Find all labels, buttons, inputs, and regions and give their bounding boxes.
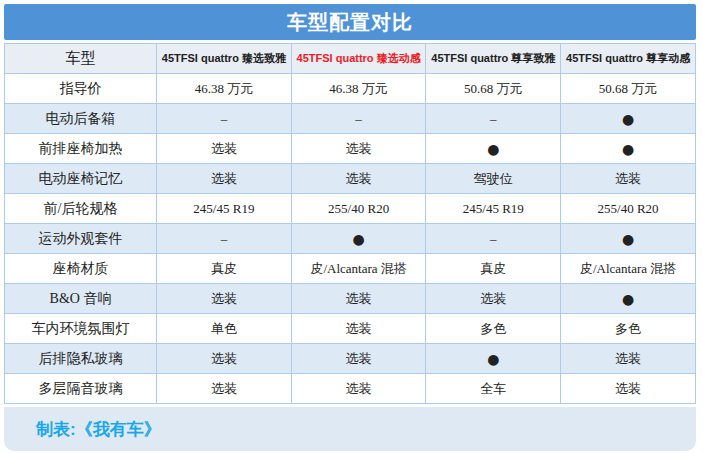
table-cell: 255/40 R20 <box>291 194 426 224</box>
footer-credit: 制表:《我有车》 <box>36 418 161 441</box>
table-cell: 选装 <box>291 134 426 164</box>
table-cell: ● <box>561 284 696 314</box>
table-row: B&O 音响选装选装选装● <box>5 284 696 314</box>
table-cell: – <box>426 224 561 254</box>
trim-column-header: 45TFSI quattro 尊享动感 <box>561 44 696 74</box>
table-cell: 245/45 R19 <box>426 194 561 224</box>
row-label: B&O 音响 <box>5 284 157 314</box>
table-cell: 选装 <box>561 344 696 374</box>
table-cell: 驾驶位 <box>426 164 561 194</box>
table-cell: 选装 <box>291 344 426 374</box>
table-cell: – <box>426 104 561 134</box>
table-row: 运动外观套件–●–● <box>5 224 696 254</box>
table-row: 多层隔音玻璃选装选装全车选装 <box>5 374 696 404</box>
table-cell: 选装 <box>157 284 292 314</box>
table-cell: 选装 <box>157 164 292 194</box>
table-cell: – <box>157 104 292 134</box>
table-cell: 46.38 万元 <box>157 74 292 104</box>
table-cell: 50.68 万元 <box>561 74 696 104</box>
row-label: 座椅材质 <box>5 254 157 284</box>
table-cell: ● <box>561 134 696 164</box>
table-cell: 单色 <box>157 314 292 344</box>
table-cell: 选装 <box>561 374 696 404</box>
table-row: 前/后轮规格245/45 R19255/40 R20245/45 R19255/… <box>5 194 696 224</box>
table-row: 电动后备箱–––● <box>5 104 696 134</box>
table-footer: 制表:《我有车》 <box>4 407 696 451</box>
table-title: 车型配置对比 <box>4 4 696 40</box>
trim-column-header: 45TFSI quattro 臻选动感 <box>291 44 426 74</box>
table-row: 电动座椅记忆选装选装驾驶位选装 <box>5 164 696 194</box>
table-cell: ● <box>426 134 561 164</box>
row-label: 运动外观套件 <box>5 224 157 254</box>
table-cell: 255/40 R20 <box>561 194 696 224</box>
table-cell: 选装 <box>291 314 426 344</box>
table-cell: – <box>157 224 292 254</box>
table-row: 指导价46.38 万元46.38 万元50.68 万元50.68 万元 <box>5 74 696 104</box>
row-label: 车内环境氛围灯 <box>5 314 157 344</box>
table-row: 座椅材质真皮皮/Alcantara 混搭真皮皮/Alcantara 混搭 <box>5 254 696 284</box>
table-cell: 245/45 R19 <box>157 194 292 224</box>
row-label: 指导价 <box>5 74 157 104</box>
table-cell: 真皮 <box>426 254 561 284</box>
table-cell: 46.38 万元 <box>291 74 426 104</box>
table-cell: ● <box>561 224 696 254</box>
table-cell: 多色 <box>426 314 561 344</box>
comparison-card: 车型配置对比 车型45TFSI quattro 臻选致雅45TFSI quatt… <box>4 4 696 451</box>
table-cell: ● <box>291 224 426 254</box>
table-row: 前排座椅加热选装选装●● <box>5 134 696 164</box>
row-label: 后排隐私玻璃 <box>5 344 157 374</box>
table-cell: ● <box>426 344 561 374</box>
column-header-row: 车型45TFSI quattro 臻选致雅45TFSI quattro 臻选动感… <box>5 44 696 74</box>
row-label: 前/后轮规格 <box>5 194 157 224</box>
row-label: 电动后备箱 <box>5 104 157 134</box>
table-cell: 选装 <box>291 374 426 404</box>
table-cell: 选装 <box>157 344 292 374</box>
row-label: 电动座椅记忆 <box>5 164 157 194</box>
table-cell: 50.68 万元 <box>426 74 561 104</box>
table-cell: 全车 <box>426 374 561 404</box>
trim-column-header: 45TFSI quattro 尊享致雅 <box>426 44 561 74</box>
table-row: 后排隐私玻璃选装选装●选装 <box>5 344 696 374</box>
table-cell: 选装 <box>426 284 561 314</box>
row-label: 前排座椅加热 <box>5 134 157 164</box>
table-cell: ● <box>561 104 696 134</box>
table-cell: 选装 <box>291 284 426 314</box>
table-row: 车内环境氛围灯单色选装多色多色 <box>5 314 696 344</box>
table-cell: 皮/Alcantara 混搭 <box>291 254 426 284</box>
table-cell: 真皮 <box>157 254 292 284</box>
table-wrap: 车型45TFSI quattro 臻选致雅45TFSI quattro 臻选动感… <box>4 43 696 404</box>
row-label-column-header: 车型 <box>5 44 157 74</box>
comparison-table: 车型45TFSI quattro 臻选致雅45TFSI quattro 臻选动感… <box>4 43 696 404</box>
table-cell: 选装 <box>157 374 292 404</box>
table-cell: 选装 <box>157 134 292 164</box>
table-cell: 多色 <box>561 314 696 344</box>
table-cell: 选装 <box>291 164 426 194</box>
row-label: 多层隔音玻璃 <box>5 374 157 404</box>
trim-column-header: 45TFSI quattro 臻选致雅 <box>157 44 292 74</box>
table-cell: 皮/Alcantara 混搭 <box>561 254 696 284</box>
table-cell: 选装 <box>561 164 696 194</box>
table-cell: – <box>291 104 426 134</box>
